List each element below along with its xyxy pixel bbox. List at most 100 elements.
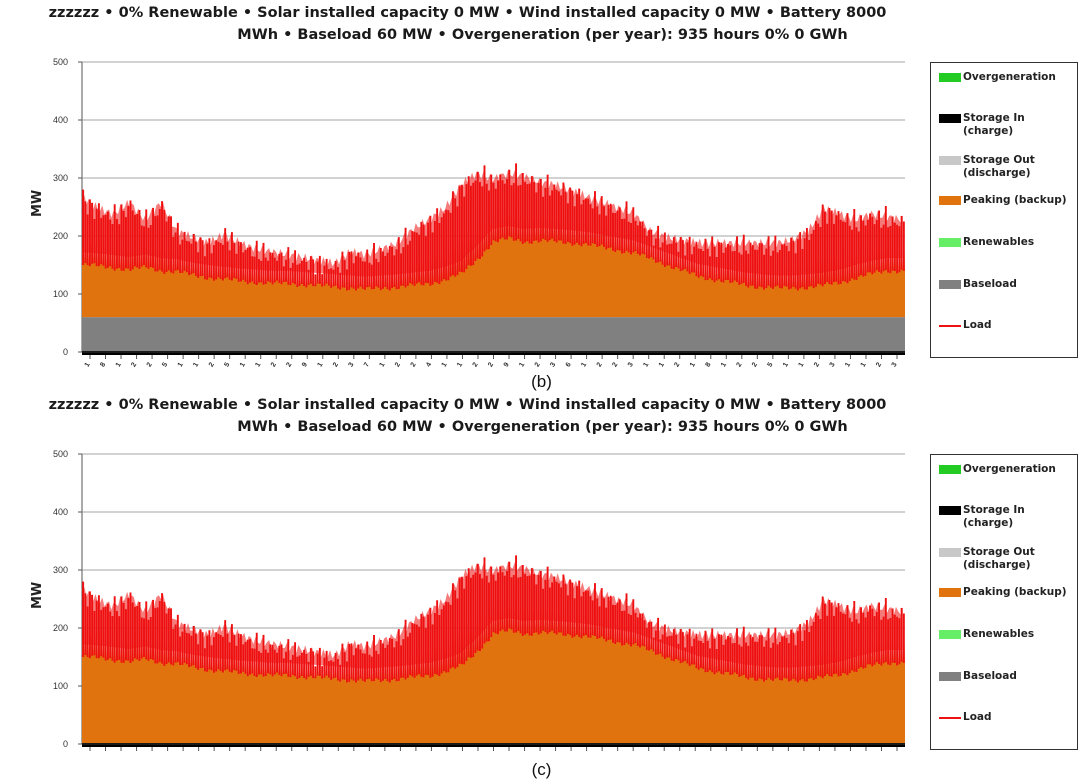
- y-tick-label: 300: [53, 565, 68, 575]
- x-tick-label: 3: [549, 361, 557, 368]
- x-tick-label: 1: [642, 361, 650, 368]
- x-tick-label: 2: [332, 361, 340, 368]
- x-tick-label: 8: [704, 361, 712, 368]
- legend-swatch: [939, 196, 961, 205]
- series-storage-in-bar: [82, 743, 905, 747]
- legend-label: Storage Out (discharge): [963, 546, 1035, 571]
- legend-swatch: [939, 717, 961, 719]
- x-tick-label: 2: [673, 361, 681, 368]
- x-tick-label: 2: [736, 361, 744, 368]
- x-tick-label: 1: [689, 361, 697, 368]
- y-tick-label: 0: [63, 347, 68, 357]
- x-tick-label: 3: [627, 361, 635, 368]
- legend-label: Load: [963, 319, 992, 331]
- legend-item: Renewables: [939, 236, 1075, 249]
- series-storage-in-bar: [82, 351, 905, 355]
- legend-swatch: [939, 156, 961, 165]
- y-tick-label: 200: [53, 623, 68, 633]
- chart-plot-c: 0 100 200 300 400 500 MW: [30, 449, 905, 751]
- legend-swatch: [939, 114, 961, 123]
- legend-label: Storage In (charge): [963, 112, 1025, 137]
- x-tick-label: 2: [146, 361, 154, 368]
- chart-legend-b: Overgeneration Storage In (charge) Storage…: [930, 62, 1078, 358]
- x-tick-label: 1: [84, 361, 92, 368]
- x-tick-label: 5: [223, 361, 231, 368]
- legend-item: Overgeneration: [939, 463, 1075, 476]
- legend-item: Baseload: [939, 278, 1075, 291]
- y-tick-label: 500: [53, 57, 68, 67]
- x-tick-label: 1: [782, 361, 790, 368]
- legend-item: Storage Out (discharge): [939, 546, 1075, 572]
- legend-item: Baseload: [939, 670, 1075, 683]
- legend-label: Peaking (backup): [963, 194, 1067, 206]
- x-tick-label: 1: [192, 361, 200, 368]
- x-tick-label: 2: [130, 361, 138, 368]
- legend-swatch: [939, 73, 961, 82]
- x-tick-label: 2: [875, 361, 883, 368]
- legend-swatch: [939, 238, 961, 247]
- x-tick-label: 2: [487, 361, 495, 368]
- x-tick-label: 1: [177, 361, 185, 368]
- x-tick-label: 1: [239, 361, 247, 368]
- x-tick-label: 6: [565, 361, 573, 368]
- x-tick-label: 1: [115, 361, 123, 368]
- x-tick-label: 2: [611, 361, 619, 368]
- legend-label: Renewables: [963, 628, 1035, 640]
- x-tick-label: 8: [99, 361, 107, 368]
- chart-title-line2: MWh • Baseload 60 MW • Overgeneration (p…: [237, 27, 848, 43]
- x-tick-label: 1: [860, 361, 868, 368]
- series-load-band: [82, 169, 903, 277]
- legend-item: Storage In (charge): [939, 504, 1075, 530]
- x-tick-label: 1: [254, 361, 262, 368]
- legend-item: Renewables: [939, 628, 1075, 641]
- legend-item: Storage In (charge): [939, 112, 1075, 138]
- chart-title-c: zzzzzz • 0% Renewable • Solar installed …: [0, 394, 935, 438]
- x-tick-label: 1: [441, 361, 449, 368]
- chart-legend-c: Overgeneration Storage In (charge) Storage…: [930, 454, 1078, 750]
- legend-label: Renewables: [963, 236, 1035, 248]
- legend-label: Overgeneration: [963, 71, 1056, 83]
- legend-item: Load: [939, 711, 1075, 724]
- series-peaking-area: [82, 555, 905, 744]
- y-tick-label: 100: [53, 289, 68, 299]
- legend-label: Peaking (backup): [963, 586, 1067, 598]
- series-baseload-area: [82, 317, 905, 352]
- x-tick-label: 2: [285, 361, 293, 368]
- legend-label: Baseload: [963, 278, 1017, 290]
- x-tick-label: 2: [270, 361, 278, 368]
- x-tick-label: 7: [363, 361, 371, 368]
- legend-swatch: [939, 548, 961, 557]
- y-tick-label: 300: [53, 173, 68, 183]
- x-tick-label: 1: [658, 361, 666, 368]
- x-tick-label: 2: [813, 361, 821, 368]
- x-tick-label: 3: [891, 361, 899, 368]
- x-tick-label: 5: [767, 361, 775, 368]
- x-tick-label: 9: [301, 361, 309, 368]
- x-tick-label: 1: [317, 361, 325, 368]
- x-tick-label: 1: [720, 361, 728, 368]
- chart-caption-b: (b): [531, 372, 552, 391]
- x-tick-label: 2: [751, 361, 759, 368]
- legend-label: Baseload: [963, 670, 1017, 682]
- legend-swatch: [939, 325, 961, 327]
- legend-label: Overgeneration: [963, 463, 1056, 475]
- legend-swatch: [939, 465, 961, 474]
- chart-title-b: zzzzzz • 0% Renewable • Solar installed …: [0, 2, 935, 46]
- x-tick-label: 3: [829, 361, 837, 368]
- chart-panel-b: zzzzzz • 0% Renewable • Solar installed …: [0, 0, 1083, 372]
- legend-label: Load: [963, 711, 992, 723]
- x-tick-label: 1: [844, 361, 852, 368]
- x-tick-label: 1: [580, 361, 588, 368]
- x-tick-label: 1: [379, 361, 387, 368]
- legend-item: Overgeneration: [939, 71, 1075, 84]
- x-tick-label: 2: [410, 361, 418, 368]
- series-load-band: [82, 561, 903, 669]
- x-tick-label: 3: [348, 361, 356, 368]
- chart-title-line2: MWh • Baseload 60 MW • Overgeneration (p…: [237, 419, 848, 435]
- x-tick-label: 1: [518, 361, 526, 368]
- x-tick-label: 4: [425, 361, 433, 368]
- y-tick-label: 400: [53, 115, 68, 125]
- legend-swatch: [939, 280, 961, 289]
- legend-label: Storage Out (discharge): [963, 154, 1035, 179]
